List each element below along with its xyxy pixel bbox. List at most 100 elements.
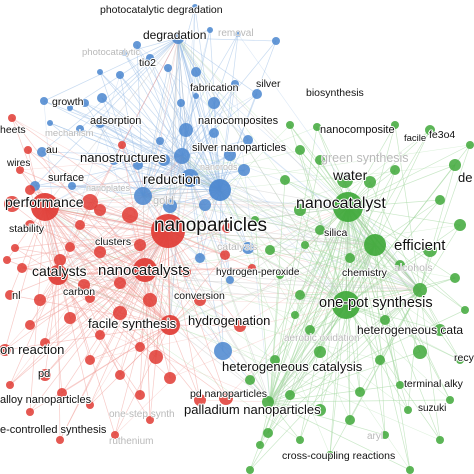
term-node[interactable] bbox=[466, 141, 474, 149]
term-node[interactable] bbox=[375, 355, 385, 365]
term-node[interactable] bbox=[134, 239, 146, 251]
term-node[interactable] bbox=[364, 234, 386, 256]
term-node[interactable] bbox=[390, 165, 400, 175]
term-node[interactable] bbox=[326, 451, 334, 459]
term-label-terminal-alky[interactable]: terminal alky bbox=[403, 377, 465, 391]
term-node[interactable] bbox=[163, 199, 177, 213]
term-node[interactable] bbox=[31, 193, 59, 221]
term-label-hydrogenation[interactable]: hydrogenation bbox=[187, 312, 271, 329]
term-node[interactable] bbox=[435, 195, 445, 205]
term-label-ruthenium[interactable]: ruthenium bbox=[109, 436, 154, 448]
term-node[interactable] bbox=[94, 246, 106, 258]
term-label-wires[interactable]: wires bbox=[5, 157, 31, 170]
term-node[interactable] bbox=[224, 149, 236, 161]
term-node[interactable] bbox=[231, 80, 239, 88]
term-node[interactable] bbox=[113, 306, 127, 320]
term-node[interactable] bbox=[85, 355, 95, 365]
term-label-nanoparticles[interactable]: nanoparticles bbox=[153, 214, 268, 237]
term-node[interactable] bbox=[332, 291, 360, 319]
term-node[interactable] bbox=[226, 276, 234, 284]
term-label-de[interactable]: de bbox=[457, 169, 473, 186]
term-node[interactable] bbox=[174, 148, 190, 164]
term-node[interactable] bbox=[355, 387, 365, 397]
term-node[interactable] bbox=[95, 330, 105, 340]
term-node[interactable] bbox=[122, 207, 138, 223]
term-node[interactable] bbox=[40, 338, 50, 348]
term-label-carbon[interactable]: carbon bbox=[62, 285, 96, 299]
term-node[interactable] bbox=[26, 408, 34, 416]
term-node[interactable] bbox=[160, 315, 180, 335]
term-node[interactable] bbox=[214, 342, 232, 360]
term-node[interactable] bbox=[272, 37, 280, 45]
term-node[interactable] bbox=[450, 273, 460, 283]
term-label-mechanism[interactable]: mechanism bbox=[45, 128, 95, 140]
term-node[interactable] bbox=[285, 390, 295, 400]
term-node[interactable] bbox=[219, 391, 233, 405]
term-label-nl[interactable]: nl bbox=[11, 289, 22, 303]
term-node[interactable] bbox=[111, 431, 119, 439]
term-node[interactable] bbox=[294, 204, 306, 216]
term-node[interactable] bbox=[11, 244, 19, 252]
term-node[interactable] bbox=[194, 294, 206, 306]
term-label-on-reaction[interactable]: on reaction bbox=[0, 341, 65, 358]
term-node[interactable] bbox=[116, 71, 124, 79]
term-node[interactable] bbox=[456, 356, 464, 364]
term-node[interactable] bbox=[313, 123, 321, 131]
term-node[interactable] bbox=[286, 121, 294, 129]
term-node[interactable] bbox=[94, 204, 106, 216]
term-node[interactable] bbox=[295, 145, 305, 155]
term-node[interactable] bbox=[133, 41, 141, 49]
term-node[interactable] bbox=[291, 311, 299, 319]
term-node[interactable] bbox=[449, 159, 461, 171]
term-node[interactable] bbox=[164, 372, 176, 384]
term-node[interactable] bbox=[57, 388, 67, 398]
term-node[interactable] bbox=[75, 220, 85, 230]
term-node[interactable] bbox=[209, 128, 219, 138]
term-label-silver[interactable]: silver bbox=[255, 77, 282, 91]
term-node[interactable] bbox=[118, 141, 126, 149]
term-label-nanocomposites[interactable]: nanocomposites bbox=[197, 114, 280, 128]
term-label-palladium-nanoparticles[interactable]: palladium nanoparticles bbox=[183, 401, 322, 418]
term-label-fabrication[interactable]: fabrication bbox=[189, 81, 240, 95]
term-node[interactable] bbox=[134, 187, 152, 205]
term-node[interactable] bbox=[97, 69, 103, 75]
term-node[interactable] bbox=[301, 241, 309, 249]
term-node[interactable] bbox=[380, 315, 390, 325]
term-label-sheets[interactable]: heets bbox=[0, 123, 27, 137]
term-label-hydrogen-peroxide[interactable]: hydrogen-peroxide bbox=[215, 266, 301, 279]
term-node[interactable] bbox=[95, 118, 105, 128]
term-node[interactable] bbox=[54, 254, 66, 266]
term-node[interactable] bbox=[381, 431, 389, 439]
term-node[interactable] bbox=[243, 135, 253, 145]
term-label-adsorption[interactable]: adsorption bbox=[89, 114, 142, 128]
term-node[interactable] bbox=[39, 369, 51, 381]
term-node[interactable] bbox=[149, 350, 163, 364]
term-label-tio2[interactable]: tio2 bbox=[138, 56, 157, 70]
term-label-photocatalytic-degradation[interactable]: photocatalytic degradation bbox=[99, 3, 224, 17]
term-node[interactable] bbox=[133, 160, 143, 170]
term-node[interactable] bbox=[5, 290, 15, 300]
term-label-fe3o4[interactable]: fe3o4 bbox=[428, 128, 456, 142]
term-label-silica[interactable]: silica bbox=[323, 226, 348, 240]
term-node[interactable] bbox=[143, 293, 157, 307]
term-node[interactable] bbox=[37, 147, 47, 157]
term-node[interactable] bbox=[179, 123, 193, 137]
term-label-performance[interactable]: performance bbox=[4, 193, 85, 211]
term-label-reduction[interactable]: reduction bbox=[142, 170, 202, 188]
term-node[interactable] bbox=[345, 415, 355, 425]
term-label-conversion[interactable]: conversion bbox=[173, 289, 226, 303]
term-node[interactable] bbox=[270, 355, 280, 365]
term-node[interactable] bbox=[235, 31, 241, 37]
term-node[interactable] bbox=[191, 67, 201, 77]
term-node[interactable] bbox=[406, 466, 414, 474]
term-node[interactable] bbox=[222, 223, 232, 233]
term-label-pd-nanoparticles[interactable]: pd nanoparticles bbox=[189, 387, 268, 401]
term-label-chemistry[interactable]: chemistry bbox=[341, 266, 389, 280]
term-label-green-synthesis[interactable]: green synthesis bbox=[321, 151, 410, 166]
term-label-water[interactable]: water bbox=[331, 166, 369, 184]
term-label-heterogeneous-cata[interactable]: heterogeneous cata bbox=[356, 322, 464, 338]
term-label-aerobic-oxidation[interactable]: aerobic oxidation bbox=[284, 333, 361, 345]
term-node[interactable] bbox=[246, 466, 254, 474]
term-label-nanocomposite[interactable]: nanocomposite bbox=[319, 123, 396, 137]
term-node[interactable] bbox=[446, 396, 454, 404]
